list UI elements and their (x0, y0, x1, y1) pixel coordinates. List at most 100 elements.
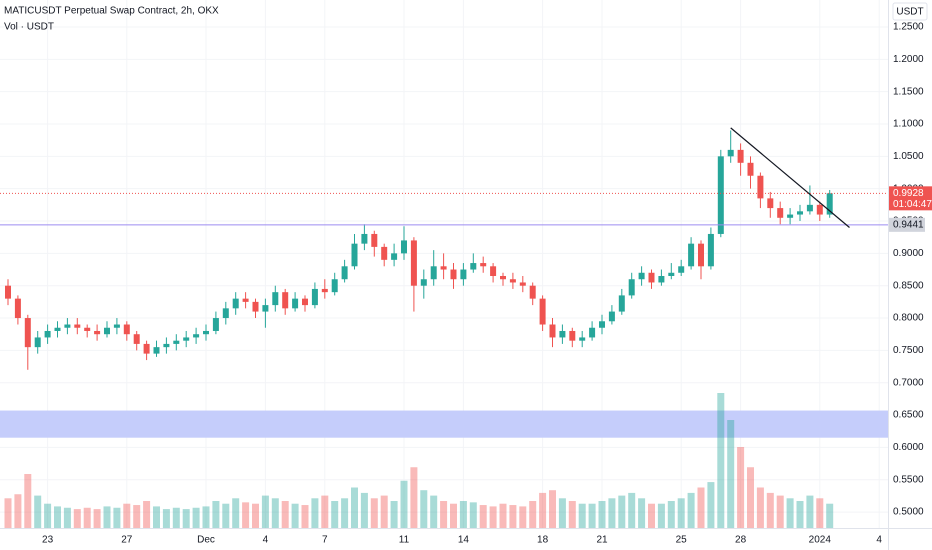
zone (0, 410, 888, 438)
candle-body (529, 285, 536, 299)
volume-bar (321, 495, 329, 528)
candle-body (816, 204, 823, 215)
volume-bar (73, 509, 81, 528)
candle-body (777, 208, 784, 218)
volume-bar (341, 498, 349, 528)
candle-body (678, 266, 685, 273)
candle-body (500, 275, 506, 280)
volume-bar (598, 501, 606, 528)
volume-bar (519, 506, 527, 528)
volume-bar (34, 495, 42, 528)
volume-bar (756, 487, 764, 528)
candle-body (569, 330, 576, 341)
candle-body (727, 149, 734, 157)
volume-bar (697, 487, 705, 528)
volume-bar (529, 501, 537, 528)
volume-bar (479, 505, 487, 528)
candle-body (559, 330, 566, 338)
level-label: 0.9441 (893, 219, 924, 230)
x-tick-label: 14 (458, 535, 470, 546)
x-tick-label: 27 (121, 535, 133, 546)
candle-body (589, 327, 596, 338)
candle-body (212, 318, 219, 331)
volume-bar (657, 503, 665, 528)
volume-bar (182, 509, 190, 528)
volume-bar (331, 501, 339, 528)
volume-bar (796, 501, 804, 528)
volume-bar (737, 447, 745, 528)
candle-body (74, 324, 81, 328)
volume-bar (281, 501, 289, 528)
volume-bar (687, 492, 695, 528)
y-tick-label: 0.8500 (893, 280, 924, 291)
candle-body (173, 340, 180, 344)
candle-body (509, 279, 516, 283)
candle-body (757, 175, 764, 199)
candle-body (440, 266, 447, 270)
candle-body (737, 149, 744, 163)
candle-body (14, 298, 21, 319)
candle-body (351, 243, 358, 267)
candle-body (262, 305, 269, 312)
currency[interactable]: USDT (896, 7, 923, 18)
volume-bar (806, 495, 814, 528)
y-tick-label: 0.6000 (893, 442, 924, 453)
volume-bar (14, 494, 22, 528)
volume-bar (202, 506, 210, 528)
candle-body (430, 266, 437, 280)
candle-body (638, 272, 645, 280)
volume-bar (63, 507, 71, 528)
candle-body (54, 327, 61, 331)
volume-bar (707, 482, 715, 528)
candle-body (5, 285, 11, 299)
volume-bar (133, 505, 141, 528)
candle-body (371, 233, 378, 247)
volume-bar (54, 506, 61, 528)
candle-body (658, 275, 665, 283)
volume-bar (162, 509, 170, 528)
x-tick-label: 21 (596, 535, 608, 546)
y-tick-label: 0.8000 (893, 313, 924, 324)
volume-bar (261, 495, 269, 528)
candle-body (490, 266, 497, 276)
volume-bar (450, 503, 457, 528)
candle-body (767, 198, 774, 209)
y-tick-label: 1.1500 (893, 86, 924, 97)
candle-body (311, 288, 318, 306)
level-label-box (889, 217, 925, 232)
volume-bar (93, 509, 101, 528)
candle-body (787, 214, 794, 218)
candle-body (302, 298, 308, 306)
candle-body (391, 253, 398, 260)
countdown: 01:04:47 (893, 199, 932, 210)
y-tick-label: 0.9000 (893, 248, 924, 259)
candle-body (34, 337, 41, 348)
volume-bar (608, 498, 616, 528)
candle-body (648, 272, 655, 283)
volume-bar (539, 492, 547, 528)
volume-bar (24, 474, 32, 528)
candle-body (242, 298, 249, 302)
volume-bar (410, 467, 418, 528)
candle-body (24, 318, 31, 348)
volume-bar (143, 501, 151, 528)
currency-box[interactable] (892, 2, 928, 21)
candle-body (44, 330, 51, 338)
candle-body (519, 282, 526, 286)
volume-bar (816, 498, 824, 528)
y-tick-label: 0.7500 (893, 345, 924, 356)
volume-bar (103, 506, 111, 528)
candle-body (153, 347, 160, 354)
candle-body (579, 337, 586, 341)
candle-body (806, 204, 813, 212)
volume-bar (826, 503, 834, 528)
volume-bar (747, 467, 754, 528)
volume-bar (400, 480, 408, 528)
candle-body (64, 324, 71, 328)
y-tick-label: 1.1000 (893, 119, 924, 130)
candle-body (797, 211, 803, 215)
volume-bar (123, 503, 131, 528)
candle-body (747, 162, 754, 176)
y-tick-label: 0.7000 (893, 377, 924, 388)
